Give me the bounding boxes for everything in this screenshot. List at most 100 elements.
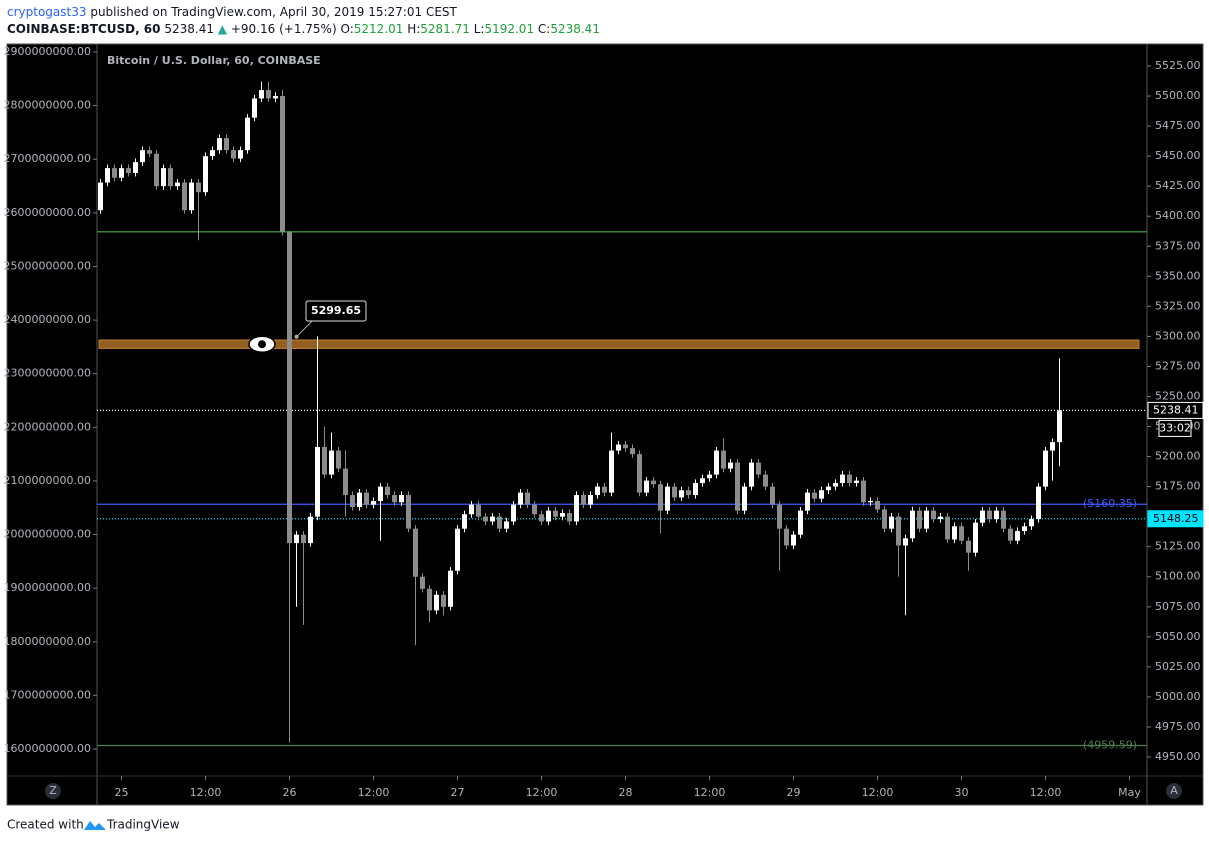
x-tick-label: 12:00 [358, 786, 390, 799]
candle-body [182, 182, 187, 211]
candle-body [133, 162, 138, 173]
level-label: (5160.35) [1083, 497, 1137, 510]
candle-body [630, 448, 635, 455]
candle-body [245, 117, 250, 151]
candle-body [532, 504, 537, 515]
price-tag-label: 5148.25 [1153, 512, 1199, 525]
y-tick-label: 5075.00 [1155, 600, 1201, 613]
candle-body [357, 492, 362, 508]
candle-body [476, 504, 481, 517]
button-a[interactable] [1166, 783, 1182, 799]
candle-body [798, 510, 803, 535]
y-tick-label: 5375.00 [1155, 239, 1201, 252]
candle-body [980, 510, 985, 523]
candle-body [763, 474, 768, 487]
candle-body [560, 513, 565, 517]
candle-body [609, 450, 614, 493]
candle-body [581, 495, 586, 505]
candle-body [1015, 531, 1020, 541]
countdown-box [1158, 419, 1192, 437]
candle-body [392, 495, 397, 503]
candle-body [497, 516, 502, 529]
candle-body [924, 510, 929, 529]
x-tick-label: 26 [283, 786, 297, 799]
candle-body [714, 450, 719, 475]
symbol: COINBASE:BTCUSD, 60 [7, 22, 161, 36]
candle-body [903, 538, 908, 546]
footer-brand[interactable]: TradingView [106, 818, 180, 832]
low-value: 5192.01 [484, 22, 534, 36]
y-tick-label: 5475.00 [1155, 119, 1201, 132]
candle-body [665, 486, 670, 511]
candle-body [336, 450, 341, 469]
candle-body [686, 490, 691, 496]
candle-body [826, 486, 831, 491]
candle-body [742, 486, 747, 511]
candle-body [203, 156, 208, 193]
candle-body [1036, 486, 1041, 520]
candle-body [315, 446, 320, 517]
candle-body [161, 168, 166, 187]
candle-body [938, 516, 943, 520]
button-a-label[interactable]: A [1170, 784, 1178, 797]
candle-body [994, 510, 999, 520]
published: published on TradingView.com, April 30, … [90, 5, 457, 19]
brand-logo [84, 821, 106, 830]
candle-body [721, 450, 726, 469]
candle-body [259, 90, 264, 99]
candle-body [959, 526, 964, 541]
candle-body [217, 138, 222, 151]
y2-tick-label: 2900000000.00 [4, 45, 91, 58]
candle-body [119, 168, 124, 178]
candle-body [238, 150, 243, 159]
candle-body [147, 150, 152, 154]
candle-body [448, 570, 453, 607]
candle-body [658, 484, 663, 511]
price-tag [1147, 401, 1204, 419]
x-tick-label: 25 [115, 786, 129, 799]
candle-body [875, 501, 880, 510]
y-tick-label: 5275.00 [1155, 359, 1201, 372]
candle-body [140, 150, 145, 163]
author[interactable]: cryptogast33 [7, 5, 87, 19]
x-tick-label: 28 [619, 786, 633, 799]
close-label: C: [538, 22, 550, 36]
y2-tick-label: 2200000000.00 [4, 420, 91, 433]
y2-tick-label: 2800000000.00 [4, 99, 91, 112]
price-tag [1147, 510, 1204, 528]
button-z-label[interactable]: Z [49, 784, 57, 797]
candle-body [406, 495, 411, 529]
candle-body [833, 483, 838, 487]
candle-body [574, 495, 579, 522]
candle-body [728, 462, 733, 469]
y-tick-label: 5525.00 [1155, 59, 1201, 72]
candle-body [525, 492, 530, 505]
y2-tick-label: 2500000000.00 [4, 259, 91, 272]
candle-body [126, 168, 131, 173]
candle-body [567, 513, 572, 522]
candle-body [112, 168, 117, 178]
candle-body [231, 150, 236, 159]
candle-body [322, 446, 327, 475]
y2-tick-label: 1700000000.00 [4, 688, 91, 701]
candle-body [364, 492, 369, 505]
candle-body [987, 510, 992, 520]
y-tick-label: 5500.00 [1155, 89, 1201, 102]
candle-body [707, 474, 712, 479]
candle-body [301, 534, 306, 544]
candle-body [784, 528, 789, 546]
countdown-label: 33:02 [1159, 421, 1191, 434]
candle-body [616, 444, 621, 451]
y-tick-label: 5175.00 [1155, 480, 1201, 493]
y-tick-label: 5325.00 [1155, 299, 1201, 312]
candle-body [679, 490, 684, 498]
candle-body [637, 454, 642, 493]
button-z[interactable] [45, 783, 61, 799]
candle-body [651, 480, 656, 485]
candle-body [441, 594, 446, 607]
candle-body [952, 526, 957, 540]
candle-body [1029, 519, 1034, 527]
y-tick-label: 5125.00 [1155, 540, 1201, 553]
candle-body [700, 478, 705, 484]
